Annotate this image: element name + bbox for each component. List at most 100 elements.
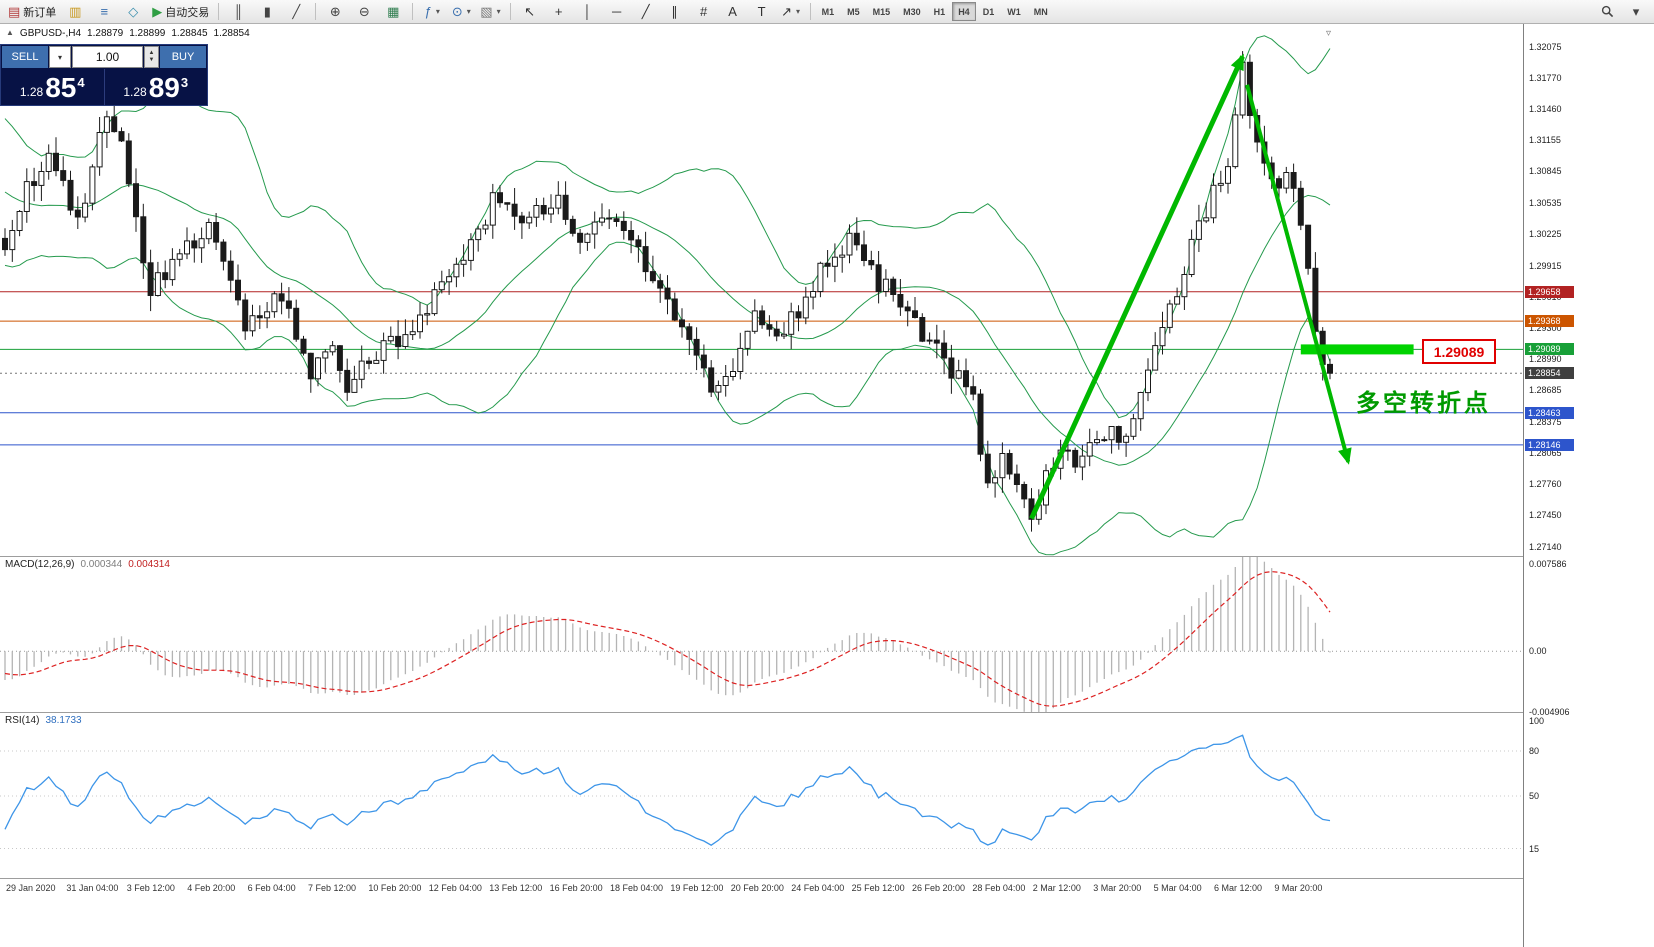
toolbar-separator — [509, 3, 511, 20]
timeframe-m30-button[interactable]: M30 — [903, 6, 921, 17]
chart-windows-button[interactable]: ▥ — [61, 1, 89, 23]
text-label-button[interactable]: T — [748, 1, 776, 23]
timeframe-m15-button[interactable]: M15 — [872, 6, 891, 17]
time-axis-label: 18 Feb 04:00 — [610, 883, 664, 893]
quick-menu-button[interactable]: ▾ — [1622, 1, 1650, 23]
market-watch-button[interactable]: ≡ — [90, 1, 118, 23]
time-axis-label: 29 Jan 2020 — [6, 883, 56, 893]
timeframe-h4-button[interactable]: H4 — [952, 2, 976, 21]
timeframe-d1-button[interactable]: D1 — [982, 6, 995, 17]
price-axis-tick: 1.28065 — [1529, 448, 1562, 459]
rsi-splitter[interactable] — [0, 712, 1654, 713]
price-axis-tick: 1.28375 — [1529, 416, 1562, 427]
symbol-marker-icon: ▲ — [6, 28, 14, 37]
chevron-down-icon: ▾ — [435, 7, 440, 16]
arrows-button[interactable]: ↗ ▾ — [777, 1, 805, 23]
trendline-button[interactable]: ╱ — [632, 1, 660, 23]
price-callout[interactable]: 1.29089 — [1422, 339, 1496, 364]
ohlc-open: 1.28879 — [87, 28, 124, 39]
vertical-line-button[interactable]: │ — [574, 1, 602, 23]
buy-price-pipette: 3 — [180, 75, 189, 90]
stepper-up-icon: ▲ — [148, 50, 155, 57]
price-axis[interactable]: 1.32075 1.31770 1.31460 1.31155 1.30845 1.305… — [1523, 24, 1654, 947]
buy-price-pips: 89 — [148, 72, 180, 103]
cursor-button[interactable]: ↖ — [516, 1, 544, 23]
time-axis-label: 26 Feb 20:00 — [912, 883, 966, 893]
rsi-value: 38.1733 — [45, 715, 82, 726]
templates-button[interactable]: ▧ ▾ — [476, 1, 504, 23]
zoom-out-button[interactable]: ⊖ — [350, 1, 378, 23]
navigator-button[interactable]: ◇ — [119, 1, 147, 23]
timeframe-m5-button[interactable]: M5 — [847, 6, 860, 17]
bar-chart-button[interactable]: ║ — [224, 1, 252, 23]
order-options-dropdown[interactable]: ▾ — [49, 46, 71, 68]
rsi-panel-canvas[interactable] — [0, 713, 1523, 878]
autotrading-button-label: 自动交易 — [165, 6, 210, 19]
navigator-icon: ◇ — [128, 4, 139, 19]
volume-input[interactable]: 1.00 — [72, 46, 143, 68]
templates-icon: ▧ — [480, 4, 493, 19]
new-order-button[interactable]: ▤ 新订单 — [4, 1, 60, 23]
new-order-button-label: 新订单 — [23, 6, 57, 19]
horizontal-line-button[interactable]: ─ — [603, 1, 631, 23]
autotrading-button[interactable]: ▶ 自动交易 — [148, 1, 213, 23]
chevron-down-icon: ▾ — [57, 52, 62, 62]
main-chart-canvas[interactable] — [0, 24, 1523, 556]
price-axis-tick: 1.29300 — [1529, 323, 1562, 333]
ohlc-low: 1.28845 — [171, 28, 208, 39]
annotation-note[interactable]: 多空转折点 — [1356, 390, 1491, 417]
macd-main-value: 0.000344 — [80, 559, 123, 570]
timeframe-mn-button[interactable]: MN — [1033, 6, 1048, 17]
buy-price[interactable]: 1.28 89 3 — [105, 69, 208, 105]
price-axis-tick: 1.30535 — [1529, 197, 1562, 208]
line-chart-button[interactable]: ╱ — [282, 1, 310, 23]
timeframe-w1-button[interactable]: W1 — [1007, 6, 1021, 17]
macd-panel-canvas[interactable] — [0, 557, 1523, 712]
chart-shift-marker[interactable]: ▿ — [1326, 28, 1332, 39]
time-axis-label: 3 Mar 20:00 — [1093, 883, 1142, 893]
time-axis[interactable]: 29 Jan 2020 31 Jan 04:00 3 Feb 12:00 4 Feb … — [0, 879, 1523, 947]
macd-axis-tick: -0.004906 — [1529, 707, 1570, 717]
timeframe-m1-button[interactable]: M1 — [821, 6, 835, 17]
ohlc-high: 1.28899 — [129, 28, 166, 39]
time-axis-label: 7 Feb 12:00 — [308, 883, 357, 893]
time-axis-separator — [0, 878, 1654, 879]
time-axis-label: 12 Feb 04:00 — [428, 883, 482, 893]
channel-button[interactable]: ∥ — [661, 1, 689, 23]
price-tag: 1.28463 — [1525, 406, 1574, 419]
rsi-axis-tick: 15 — [1529, 843, 1540, 854]
price-tag: 1.29368 — [1525, 315, 1574, 328]
crosshair-icon: + — [554, 4, 563, 19]
price-tag: 1.29658 — [1525, 285, 1574, 298]
time-axis-label: 4 Feb 20:00 — [187, 883, 236, 893]
candlestick-chart-button[interactable]: ▮ — [253, 1, 281, 23]
time-axis-label: 20 Feb 20:00 — [730, 883, 784, 893]
text-button[interactable]: A — [719, 1, 747, 23]
time-axis-label: 24 Feb 04:00 — [791, 883, 845, 893]
price-axis-tick: 1.32075 — [1529, 41, 1562, 52]
fibonacci-button[interactable]: # — [690, 1, 718, 23]
buy-price-main: 1.28 — [123, 85, 147, 99]
volume-stepper[interactable]: ▲ ▼ — [144, 46, 159, 68]
crosshair-button[interactable]: + — [545, 1, 573, 23]
sell-price-main: 1.28 — [19, 85, 44, 99]
zoom-in-button[interactable]: ⊕ — [321, 1, 349, 23]
price-axis-tick: 1.28990 — [1529, 354, 1562, 365]
grid-button[interactable]: ▦ — [379, 1, 407, 23]
timeframe-h1-button[interactable]: H1 — [933, 6, 946, 17]
chart-symbol: GBPUSD-,H4 — [19, 28, 82, 39]
time-axis-label: 6 Mar 12:00 — [1214, 883, 1263, 893]
buy-button[interactable]: BUY — [160, 46, 206, 68]
sell-button[interactable]: SELL — [2, 46, 48, 68]
toolbar-separator — [412, 3, 414, 20]
periods-button[interactable]: ⊙ ▾ — [447, 1, 475, 23]
sell-price[interactable]: 1.28 85 4 — [1, 69, 104, 105]
search-button[interactable] — [1593, 1, 1621, 23]
macd-axis-tick: 0.007586 — [1529, 559, 1567, 569]
macd-splitter[interactable] — [0, 556, 1654, 557]
indicators-button[interactable]: ƒ ▾ — [418, 1, 446, 23]
text-icon: A — [728, 4, 737, 19]
time-axis-label: 19 Feb 12:00 — [670, 883, 724, 893]
trendline-icon: ╱ — [641, 4, 650, 19]
price-axis-tick: 1.27450 — [1529, 510, 1562, 521]
